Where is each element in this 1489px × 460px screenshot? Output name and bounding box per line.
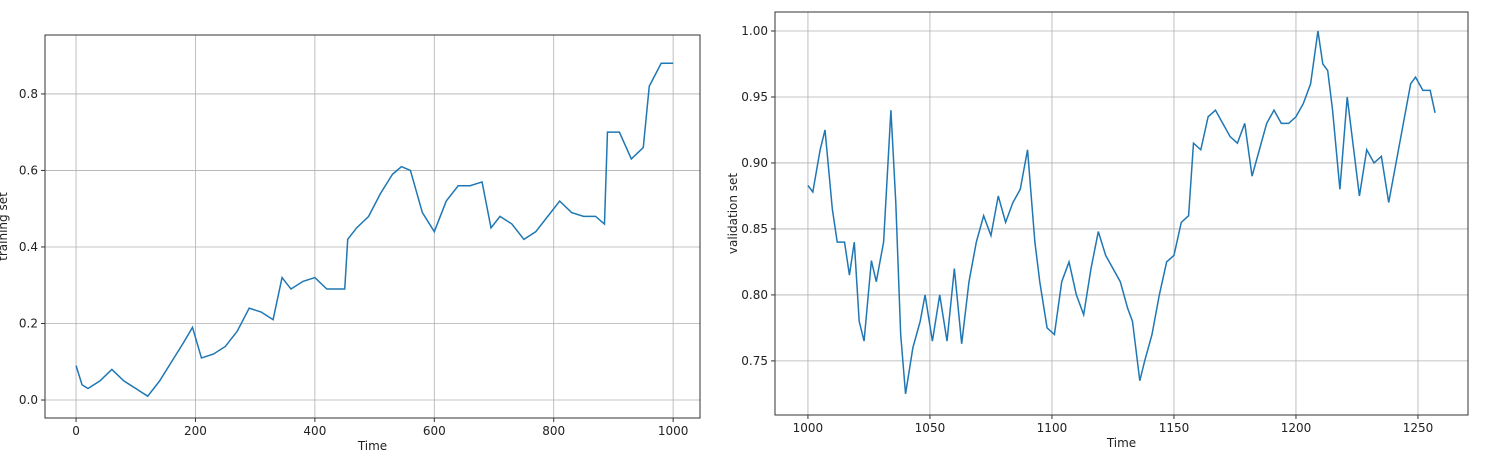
y-tick-label: 0.8 (19, 87, 38, 101)
x-axis-label: Time (357, 439, 387, 453)
data-line (75, 62, 674, 398)
x-tick-label: 1250 (1403, 421, 1434, 435)
data-line (807, 30, 1436, 395)
x-tick-label: 1000 (658, 424, 689, 438)
y-tick-label: 0.75 (741, 354, 768, 368)
y-tick-label: 0.0 (19, 393, 38, 407)
x-tick-label: 1000 (793, 421, 824, 435)
y-tick-label: 0.90 (741, 156, 768, 170)
x-tick-label: 200 (184, 424, 207, 438)
y-axis-label: validation set (726, 173, 740, 255)
y-tick-label: 0.80 (741, 288, 768, 302)
y-tick-label: 0.85 (741, 222, 768, 236)
y-tick-label: 1.00 (741, 24, 768, 38)
y-tick-label: 0.4 (19, 240, 38, 254)
y-tick-label: 0.95 (741, 90, 768, 104)
x-tick-label: 400 (303, 424, 326, 438)
plot-frame (44, 34, 701, 419)
x-tick-label: 1050 (915, 421, 946, 435)
x-tick-label: 0 (72, 424, 80, 438)
y-axis-label: training set (0, 192, 10, 261)
y-tick-label: 0.6 (19, 163, 38, 177)
x-tick-label: 600 (423, 424, 446, 438)
x-tick-label: 1150 (1159, 421, 1190, 435)
x-tick-label: 1100 (1037, 421, 1068, 435)
y-tick-label: 0.2 (19, 316, 38, 330)
x-tick-label: 800 (542, 424, 565, 438)
x-axis-label: Time (1106, 436, 1136, 450)
x-tick-label: 1200 (1281, 421, 1312, 435)
plot-frame (774, 11, 1469, 416)
